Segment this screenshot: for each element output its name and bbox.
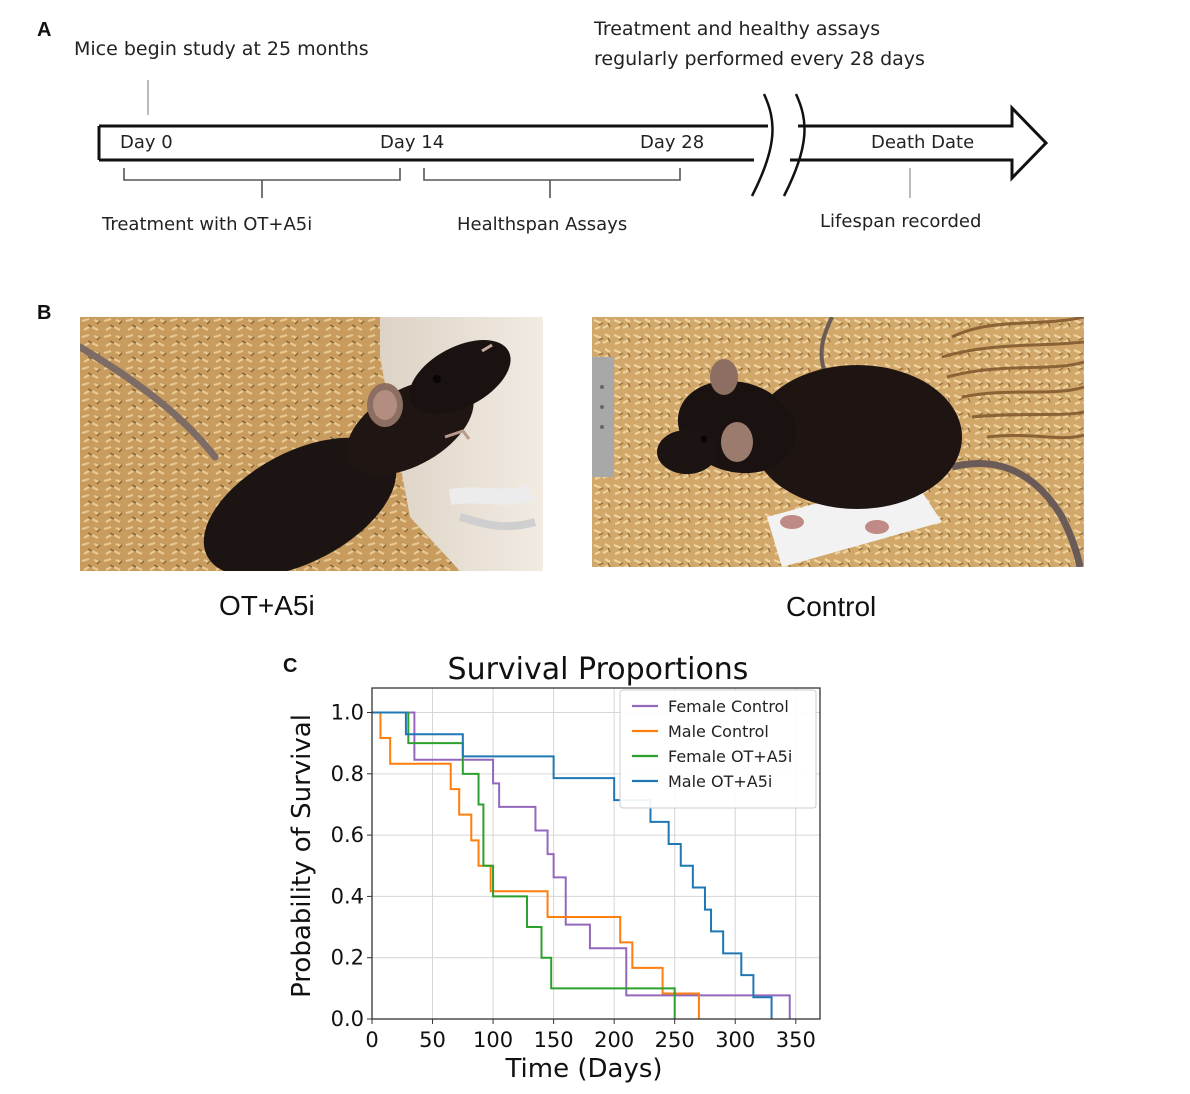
healthspan-bracket (423, 168, 681, 198)
y-tick-label: 0.0 (331, 1007, 364, 1031)
chart-series-group (372, 711, 791, 1019)
ot-a5i-caption: OT+A5i (219, 590, 315, 621)
panel-a-letter: A (37, 19, 52, 41)
x-tick-label: 200 (594, 1028, 634, 1052)
panel-c-letter: C (283, 655, 298, 677)
y-tick-label: 0.4 (331, 884, 364, 908)
x-tick-label: 150 (534, 1028, 574, 1052)
timeline-diagram (97, 80, 1049, 198)
healthspan-label: Healthspan Assays (457, 214, 628, 235)
chart-ticks: 0 50 100 150 200 250 300 350 0.0 0.2 0.4 0.6 0.8 1.0 (331, 701, 816, 1052)
series-line-male-ot-a5i (372, 711, 773, 1019)
timeline-arrow-head (790, 104, 1049, 182)
y-tick-label: 1.0 (331, 701, 364, 725)
control-mouse-photo (592, 317, 1084, 567)
chart-legend: Female Control Male Control Female OT+A5i M… (619, 689, 817, 809)
day0-label: Day 0 (120, 132, 173, 153)
plot-frame (371, 687, 821, 1020)
legend-box (619, 689, 817, 809)
y-tick-label: 0.2 (331, 946, 364, 970)
control-caption: Control (786, 591, 877, 622)
repeat-note-line2: regularly performed every 28 days (594, 48, 925, 70)
x-tick-label: 100 (473, 1028, 513, 1052)
timeline-bar-left (97, 124, 768, 162)
series-line-female-ot-a5i (372, 711, 676, 1019)
day14-label: Day 14 (380, 132, 445, 153)
y-axis-label: Probability of Survival (287, 714, 317, 998)
study-start-note: Mice begin study at 25 months (74, 38, 369, 60)
x-tick-label: 300 (715, 1028, 755, 1052)
legend-label-male-ot-a5i: Male OT+A5i (668, 772, 772, 791)
lifespan-label: Lifespan recorded (820, 211, 982, 232)
legend-label-female-ot-a5i: Female OT+A5i (668, 747, 792, 766)
y-tick-label: 0.6 (331, 823, 364, 847)
x-tick-label: 250 (655, 1028, 695, 1052)
x-axis-label: Time (Days) (504, 1054, 662, 1084)
legend-label-male-control: Male Control (668, 722, 769, 741)
treatment-label: Treatment with OT+A5i (102, 214, 313, 235)
x-tick-label: 50 (419, 1028, 446, 1052)
treatment-bracket (123, 168, 401, 198)
x-tick-label: 0 (365, 1028, 378, 1052)
timeline-break-left (750, 93, 774, 197)
series-line-female-control (372, 711, 791, 1019)
repeat-note-line1: Treatment and healthy assays (594, 18, 881, 40)
ot-a5i-mouse-photo (80, 317, 543, 571)
day28-label: Day 28 (640, 132, 705, 153)
panel-b-letter: B (37, 302, 52, 324)
legend-label-female-control: Female Control (668, 697, 789, 716)
x-tick-label: 350 (776, 1028, 816, 1052)
death-date-label: Death Date (871, 132, 975, 153)
timeline-break-right (782, 93, 806, 197)
chart-title: Survival Proportions (448, 652, 749, 687)
y-tick-label: 0.8 (331, 762, 364, 786)
